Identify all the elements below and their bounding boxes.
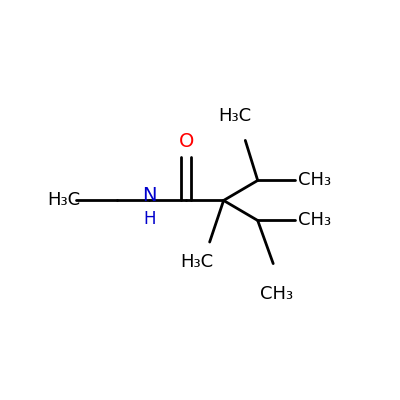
Text: N: N xyxy=(142,186,156,205)
Text: H₃C: H₃C xyxy=(47,192,80,210)
Text: O: O xyxy=(179,132,194,152)
Text: CH₃: CH₃ xyxy=(298,212,332,230)
Text: CH₃: CH₃ xyxy=(260,286,293,303)
Text: CH₃: CH₃ xyxy=(298,172,332,190)
Text: H₃C: H₃C xyxy=(181,253,214,271)
Text: H₃C: H₃C xyxy=(218,107,251,125)
Text: H: H xyxy=(143,210,156,228)
